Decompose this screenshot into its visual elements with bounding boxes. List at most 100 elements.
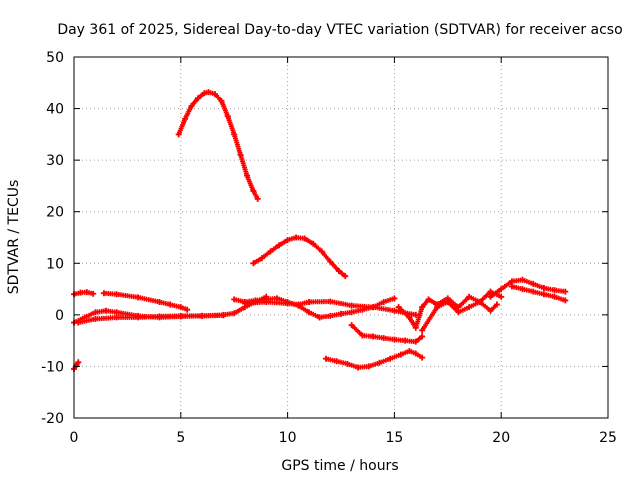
data-point bbox=[231, 310, 238, 317]
data-point bbox=[90, 290, 97, 297]
data-point bbox=[83, 289, 90, 296]
data-point bbox=[519, 286, 526, 293]
series-arc-2 bbox=[71, 289, 97, 298]
axis-ticks: 0 5 10 15 20 25 -20 -10 0 10 20 30 40 50 bbox=[41, 50, 617, 446]
y-tick-label: 40 bbox=[46, 102, 64, 118]
data-point bbox=[231, 131, 238, 138]
data-point bbox=[250, 260, 257, 267]
data-point bbox=[184, 306, 191, 313]
data-point bbox=[92, 315, 99, 322]
grid-lines bbox=[74, 57, 608, 418]
series-arc-7 bbox=[250, 234, 349, 280]
data-point bbox=[359, 306, 366, 313]
data-point bbox=[135, 294, 142, 301]
data-point bbox=[551, 293, 558, 300]
data-point bbox=[167, 301, 174, 308]
series-arc-9 bbox=[241, 298, 419, 318]
y-tick-label: 20 bbox=[46, 205, 64, 221]
data-point bbox=[100, 290, 107, 297]
data-point bbox=[355, 364, 362, 371]
data-point bbox=[508, 278, 515, 285]
data-point bbox=[241, 300, 248, 307]
data-point bbox=[434, 304, 441, 311]
data-point bbox=[135, 314, 142, 321]
data-point bbox=[406, 314, 413, 321]
data-point bbox=[562, 297, 569, 304]
data-point bbox=[156, 298, 163, 305]
data-point bbox=[284, 300, 291, 307]
data-point bbox=[370, 333, 377, 340]
series-arc-10 bbox=[316, 295, 398, 321]
data-point bbox=[211, 91, 218, 98]
series-markers bbox=[250, 235, 348, 279]
data-point bbox=[113, 291, 120, 298]
data-point bbox=[395, 304, 402, 311]
data-point bbox=[476, 298, 483, 305]
x-tick-label: 15 bbox=[385, 430, 403, 446]
data-point bbox=[406, 347, 413, 354]
data-point bbox=[156, 313, 163, 320]
data-point bbox=[323, 355, 330, 362]
data-point bbox=[220, 312, 227, 319]
data-point bbox=[305, 298, 312, 305]
x-axis-label: GPS time / hours bbox=[281, 458, 398, 474]
data-point bbox=[258, 255, 265, 262]
data-point bbox=[335, 268, 342, 275]
data-point bbox=[305, 309, 312, 316]
data-point bbox=[113, 314, 120, 321]
data-point bbox=[391, 295, 398, 302]
x-tick-label: 20 bbox=[492, 430, 510, 446]
data-point bbox=[365, 363, 372, 370]
data-point bbox=[397, 351, 404, 358]
data-point bbox=[359, 332, 366, 339]
data-point bbox=[75, 319, 82, 326]
data-point bbox=[188, 102, 195, 109]
series-arc-5 bbox=[75, 312, 227, 326]
data-point bbox=[310, 240, 317, 247]
data-point bbox=[250, 188, 257, 195]
data-point bbox=[412, 350, 419, 357]
data-point bbox=[402, 337, 409, 344]
y-tick-label: 0 bbox=[55, 308, 64, 324]
data-point bbox=[103, 307, 110, 314]
data-markers bbox=[71, 89, 569, 373]
data-point bbox=[562, 288, 569, 295]
data-point bbox=[348, 302, 355, 309]
data-point bbox=[419, 333, 426, 340]
data-point bbox=[380, 335, 387, 342]
y-tick-label: -20 bbox=[41, 411, 64, 427]
data-point bbox=[237, 151, 244, 158]
data-point bbox=[419, 304, 426, 311]
data-point bbox=[199, 312, 206, 319]
data-point bbox=[231, 296, 238, 303]
series-arc-4 bbox=[71, 293, 270, 326]
data-point bbox=[551, 287, 558, 294]
data-point bbox=[344, 360, 351, 367]
data-point bbox=[508, 283, 515, 290]
data-point bbox=[263, 298, 270, 305]
data-point bbox=[370, 304, 377, 311]
data-point bbox=[530, 280, 537, 287]
data-point bbox=[316, 314, 323, 321]
y-axis-label: SDTVAR / TECUs bbox=[6, 180, 22, 295]
y-tick-label: 10 bbox=[46, 256, 64, 272]
series-arc-3 bbox=[100, 290, 191, 313]
data-point bbox=[493, 301, 500, 308]
data-point bbox=[487, 307, 494, 314]
data-point bbox=[540, 285, 547, 292]
x-tick-label: 0 bbox=[70, 430, 79, 446]
data-point bbox=[348, 322, 355, 329]
data-point bbox=[519, 276, 526, 283]
data-point bbox=[419, 327, 426, 334]
data-point bbox=[342, 273, 349, 280]
data-point bbox=[327, 312, 334, 319]
data-point bbox=[301, 235, 308, 242]
plot-frame bbox=[73, 56, 609, 419]
data-point bbox=[419, 354, 426, 361]
x-tick-label: 5 bbox=[176, 430, 185, 446]
data-point bbox=[284, 237, 291, 244]
data-point bbox=[295, 301, 302, 308]
data-point bbox=[205, 89, 212, 96]
data-point bbox=[391, 336, 398, 343]
data-point bbox=[77, 289, 84, 296]
